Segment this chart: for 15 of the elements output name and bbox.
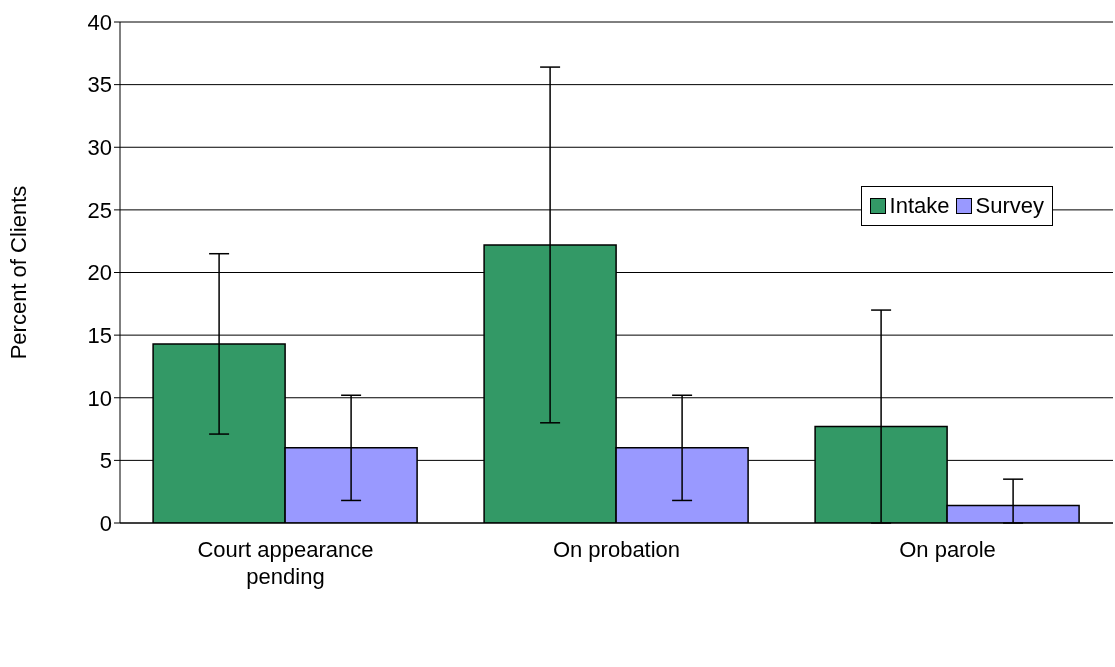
y-axis-title: Percent of Clients xyxy=(5,185,31,360)
x-tick-label: Court appearance pending xyxy=(197,537,374,589)
y-tick-label: 10 xyxy=(87,385,112,411)
y-tick-label: 15 xyxy=(87,322,112,348)
x-tick-label: On probation xyxy=(552,537,681,562)
y-tick-label: 25 xyxy=(87,197,112,223)
y-tick-label: 0 xyxy=(99,510,112,536)
y-tick-label: 20 xyxy=(87,260,112,286)
y-tick-label: 30 xyxy=(87,135,112,161)
x-tick-label: On parole xyxy=(899,537,996,562)
y-tick-label: 35 xyxy=(87,72,112,98)
legend-label: Survey xyxy=(975,193,1044,219)
legend-label: Intake xyxy=(889,193,950,219)
y-tick-label: 5 xyxy=(99,448,112,474)
y-tick-label: 40 xyxy=(87,9,112,35)
